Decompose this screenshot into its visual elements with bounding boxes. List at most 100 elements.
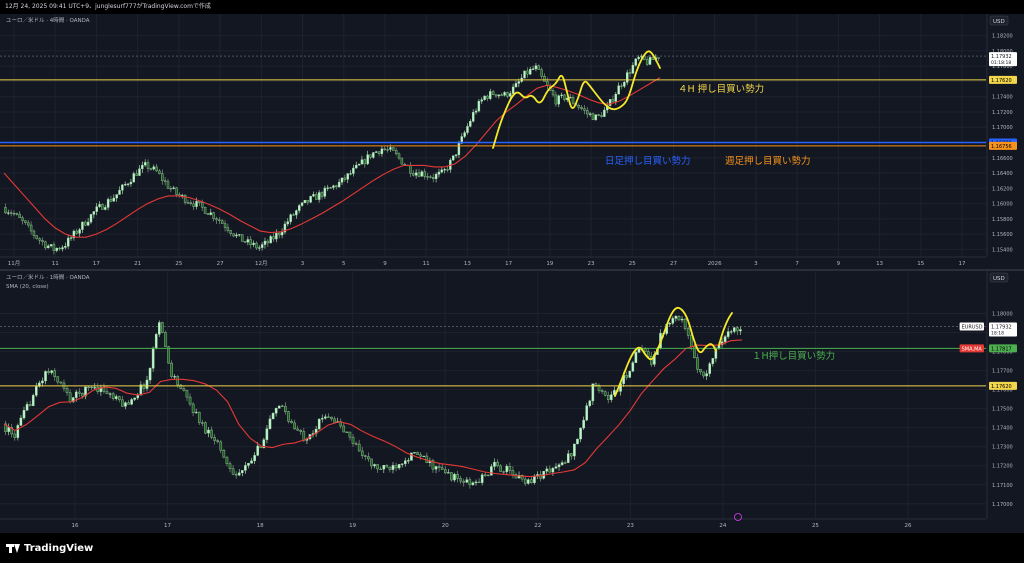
candle-body bbox=[383, 148, 386, 150]
tradingview-logo-icon bbox=[6, 544, 20, 553]
candle-body bbox=[349, 173, 352, 175]
tradingview-logo[interactable]: TradingView bbox=[6, 543, 93, 554]
candle-body bbox=[130, 399, 133, 405]
candle-body bbox=[557, 464, 561, 467]
time-tick-label: 27 bbox=[670, 261, 677, 267]
time-tick-label: 11 bbox=[423, 261, 430, 267]
candle-body bbox=[366, 154, 369, 165]
candle-body bbox=[114, 396, 118, 399]
candle-body bbox=[58, 247, 61, 250]
candle-body bbox=[286, 221, 289, 225]
chart-pane-1h[interactable]: ユーロ／米ドル · 1時間 · OANDA SMA (20, close) １H押し… bbox=[0, 271, 1024, 533]
candle-body bbox=[571, 97, 575, 104]
price-tick-label: 1.15800 bbox=[992, 217, 1013, 223]
candle-body bbox=[397, 464, 401, 469]
candle-body bbox=[181, 194, 184, 197]
candle-body bbox=[71, 397, 75, 402]
candle-body bbox=[215, 218, 218, 221]
candle-body bbox=[232, 233, 235, 237]
price-tag bbox=[989, 344, 1017, 353]
candle-body bbox=[201, 202, 204, 208]
candle-body bbox=[514, 83, 518, 88]
time-tick-label: 26 bbox=[905, 523, 912, 529]
candle-body bbox=[454, 154, 458, 156]
candle-body bbox=[124, 184, 127, 186]
candle-body bbox=[360, 450, 364, 456]
candle-body bbox=[588, 113, 592, 115]
candle-body bbox=[55, 247, 58, 251]
candle-body bbox=[278, 233, 281, 236]
candle-body bbox=[503, 92, 506, 96]
time-tick-label: 2026 bbox=[708, 261, 722, 267]
time-tick-label: 12月 bbox=[255, 260, 268, 267]
candle-body bbox=[511, 86, 515, 94]
candle-body bbox=[38, 382, 41, 387]
candle-body bbox=[600, 114, 603, 117]
candle-body bbox=[457, 143, 461, 155]
candle-body bbox=[226, 227, 230, 231]
time-tick-label: 13 bbox=[876, 261, 883, 267]
candle-body bbox=[191, 403, 195, 413]
candle-body bbox=[736, 327, 739, 332]
candle-body bbox=[377, 151, 381, 154]
candle-body bbox=[197, 411, 201, 423]
candle-body bbox=[206, 213, 210, 215]
price-tick-label: 1.16200 bbox=[992, 186, 1013, 192]
candle-body bbox=[432, 177, 435, 179]
candle-body bbox=[603, 391, 607, 396]
candle-body bbox=[539, 474, 542, 479]
price-tick-label: 1.17200 bbox=[992, 464, 1013, 470]
candle-body bbox=[400, 157, 404, 165]
price-tag bbox=[989, 322, 1017, 337]
chart-title: ユーロ／米ドル · 1時間 · OANDA bbox=[6, 273, 90, 281]
candle-body bbox=[59, 381, 63, 384]
price-tick-label: 1.17800 bbox=[992, 350, 1013, 356]
candle-body bbox=[266, 240, 270, 244]
candle-body bbox=[274, 408, 278, 414]
chart-pane-4h[interactable]: ユーロ／米ドル · 4時間 · OANDA ４H 押し目買い勢力 日足押し目買い勢力… bbox=[0, 14, 1024, 269]
candle-body bbox=[674, 316, 678, 319]
chart-4h-svg[interactable]: ユーロ／米ドル · 4時間 · OANDA ４H 押し目買い勢力日足押し目買い勢力… bbox=[0, 14, 1024, 269]
price-tag-value: 1.17620 bbox=[991, 78, 1012, 84]
candle-body bbox=[668, 323, 672, 325]
candle-body bbox=[189, 202, 193, 205]
candle-body bbox=[268, 418, 272, 429]
candle-body bbox=[18, 213, 21, 218]
price-tag bbox=[989, 52, 1017, 67]
candle-body bbox=[333, 418, 336, 423]
candle-body bbox=[176, 376, 180, 386]
candle-body bbox=[132, 173, 135, 183]
candle-body bbox=[161, 173, 164, 181]
footer-bar: TradingView bbox=[0, 533, 1024, 563]
candle-body bbox=[628, 370, 632, 378]
event-marker-icon[interactable] bbox=[734, 513, 742, 521]
price-tag-value: 1.17932 bbox=[991, 54, 1012, 60]
candle-body bbox=[13, 433, 17, 438]
candle-body bbox=[643, 348, 647, 352]
candle-body bbox=[582, 419, 585, 429]
candle-body bbox=[506, 92, 509, 97]
candle-body bbox=[164, 332, 167, 347]
candle-body bbox=[243, 241, 247, 243]
candle-body bbox=[657, 57, 660, 59]
candle-body bbox=[53, 370, 57, 377]
tradingview-brand: TradingView bbox=[24, 543, 94, 554]
candle-body bbox=[65, 388, 69, 393]
candle-body bbox=[462, 480, 465, 483]
candle-body bbox=[465, 479, 469, 483]
candle-body bbox=[634, 352, 638, 363]
chart-1h-svg[interactable]: ユーロ／米ドル · 1時間 · OANDA SMA (20, close) １H押し… bbox=[0, 271, 1024, 533]
candle-body bbox=[394, 150, 398, 155]
candle-body bbox=[554, 466, 558, 469]
candle-body bbox=[474, 110, 478, 113]
candle-body bbox=[729, 331, 733, 333]
candle-body bbox=[172, 187, 175, 189]
candle-body bbox=[460, 136, 463, 144]
candle-body bbox=[228, 463, 232, 469]
candle-body bbox=[293, 422, 296, 430]
candle-body bbox=[247, 463, 250, 466]
candle-body bbox=[410, 452, 413, 461]
pane-divider[interactable] bbox=[0, 269, 1024, 271]
candle-body bbox=[240, 234, 244, 242]
